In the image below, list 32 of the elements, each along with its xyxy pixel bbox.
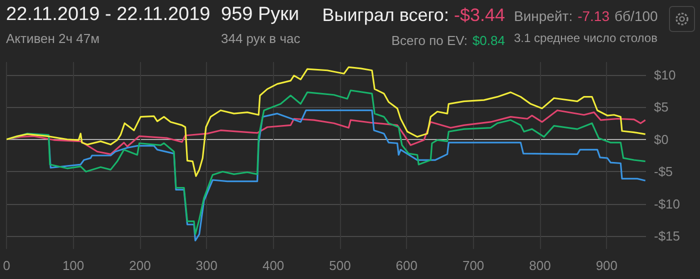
x-tick-label: 0 <box>3 258 10 273</box>
text: 3.1 среднее число столов <box>514 31 658 45</box>
x-tick-label: 100 <box>62 258 84 273</box>
text: -$3.44 <box>454 5 505 25</box>
line-series <box>48 110 646 242</box>
text: -7.13 <box>578 8 610 24</box>
y-tick-label: $0 <box>654 132 668 147</box>
y-tick-label: -$15 <box>654 228 680 244</box>
chart-subtitle: Активен 2ч 47м <box>6 31 100 46</box>
x-tick-label: 300 <box>196 258 218 273</box>
line-series <box>6 66 646 177</box>
text: $0.84 <box>472 33 505 48</box>
x-tick-label: 900 <box>596 258 618 273</box>
text: 959 Руки <box>221 4 300 26</box>
text: Винрейт: <box>514 8 573 24</box>
text: Выиграл всего: <box>322 5 449 25</box>
x-tick-label: 400 <box>262 258 284 273</box>
y-tick-label: -$5 <box>654 164 673 180</box>
y-tick-label: $10 <box>654 67 676 82</box>
text: Всего по EV: <box>391 33 468 48</box>
line-series <box>6 90 646 235</box>
text: бб/100 <box>614 8 658 24</box>
x-tick-label: 600 <box>396 258 418 273</box>
x-tick-label: 200 <box>129 258 151 273</box>
y-tick-label: -$10 <box>654 196 680 212</box>
x-tick-label: 700 <box>462 258 484 273</box>
text: 344 рук в час <box>221 31 300 46</box>
line-series <box>6 110 646 156</box>
chart-title: 22.11.2019 - 22.11.2019 <box>6 4 210 26</box>
y-tick-label: $5 <box>654 100 668 115</box>
x-tick-label: 800 <box>529 258 551 273</box>
x-tick-label: 500 <box>329 258 351 273</box>
